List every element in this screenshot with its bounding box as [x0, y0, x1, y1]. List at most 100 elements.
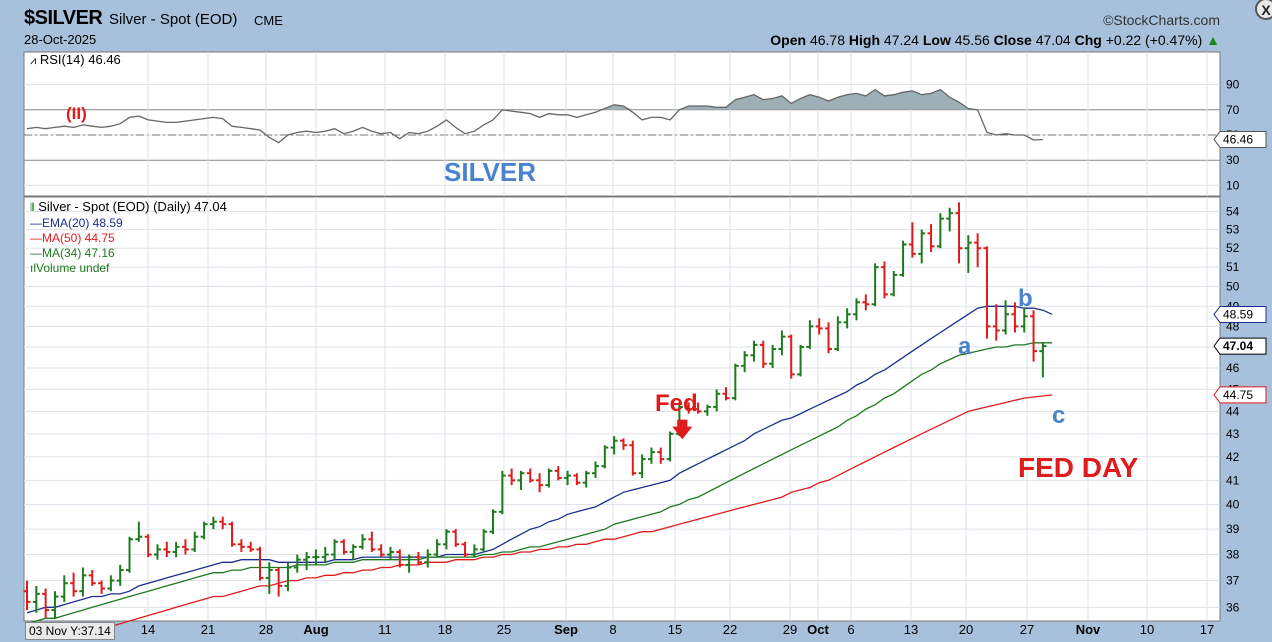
chg-label: Chg [1074, 32, 1102, 48]
ohlc-bar [843, 308, 851, 329]
ohlc-bar [349, 544, 357, 560]
ohlc-bar [489, 509, 497, 535]
ohlc-bar [377, 544, 385, 558]
ohlc-bar [601, 445, 609, 469]
ohlc-bar [526, 468, 534, 483]
ohlc-bar [666, 431, 674, 462]
x-tick-label: 10 [1140, 622, 1154, 637]
ohlc-bar [908, 222, 916, 258]
ohlc-bar [284, 562, 292, 592]
ma50-value-tag: 44.75 [1213, 386, 1267, 404]
legend-ma34: —MA(34) 47.16 [30, 246, 227, 261]
ohlc-bar [293, 554, 301, 573]
ohlc-bar [480, 529, 488, 552]
ohlc-bar [647, 447, 655, 464]
ohlc-bar [582, 470, 590, 488]
ohlc-bar [256, 546, 264, 581]
low-value: 45.56 [954, 32, 990, 48]
ohlc-bar [992, 304, 1000, 341]
ohlc-bar [787, 334, 795, 379]
x-tick-label: 11 [378, 622, 392, 637]
symbol-label: $SILVER [24, 7, 103, 29]
ohlc-bar [386, 546, 394, 560]
fed-day-annotation: FED DAY [1018, 452, 1139, 483]
silver-panel-label: SILVER [444, 157, 536, 187]
ohlc-bar [23, 580, 31, 611]
x-tick-label: 27 [1020, 622, 1034, 637]
ohlc-bar [135, 521, 143, 542]
legend-ema: —EMA(20) 48.59 [30, 216, 227, 231]
wave-a-label: a [958, 333, 972, 360]
ohlc-bar [871, 263, 879, 307]
ema-line-icon: — [30, 216, 42, 230]
instrument-name: Silver - Spot (EOD) [109, 11, 238, 28]
ohlc-bar [694, 402, 702, 414]
ohlc-bar [424, 549, 432, 568]
ema-value-tag: 48.59 [1213, 305, 1267, 323]
ohlc-bar [1002, 300, 1010, 335]
x-tick-label: 8 [609, 622, 616, 637]
ema-value-tag-box [1213, 305, 1267, 323]
ohlc-bar [731, 363, 739, 401]
ohlc-bar [750, 340, 758, 362]
x-tick-label: Aug [303, 622, 328, 637]
ohlc-bar [368, 531, 376, 552]
ohlc-bar [191, 531, 199, 552]
ohlc-bar [936, 213, 944, 249]
rsi-tick-label: 90 [1226, 78, 1240, 92]
rsi-legend-text: RSI(14) 46.46 [39, 52, 121, 67]
legend-ma50-text: MA(50) 44.75 [42, 231, 115, 245]
x-tick-label: 17 [1200, 622, 1214, 637]
ohlc-bar [116, 564, 124, 586]
rsi-legend: ⩘ RSI(14) 46.46 [30, 52, 121, 68]
chart-header: $SILVER Silver - Spot (EOD) CME 28-Oct-2… [0, 0, 1272, 52]
ohlc-bar [554, 466, 562, 481]
y-tick-label: 44 [1226, 404, 1240, 418]
ohlc-bar [918, 229, 926, 264]
ohlc-bar [181, 539, 189, 555]
ohlc-bar [452, 529, 460, 547]
ohlc-bar [545, 468, 553, 488]
y-tick-label: 53 [1226, 223, 1240, 237]
ohlc-bar [1030, 310, 1038, 362]
ohlc-bar [806, 320, 814, 350]
ohlc-bar [675, 402, 683, 437]
rsi-panel [23, 51, 1221, 197]
ohlc-bar [517, 470, 525, 490]
y-tick-label: 46 [1226, 361, 1240, 375]
ohlc-bar [461, 541, 469, 558]
y-tick-label: 38 [1226, 548, 1240, 562]
ohlc-bars-icon: ⫴ [30, 202, 35, 214]
rsi-line [26, 88, 1043, 144]
ohlc-bar [862, 294, 870, 311]
high-value: 47.24 [883, 32, 919, 48]
y-tick-label: 41 [1226, 473, 1240, 487]
ohlc-bar [228, 521, 236, 547]
close-chart-button[interactable]: X [1255, 0, 1272, 20]
ohlc-bar [974, 233, 982, 268]
ohlc-bar [70, 572, 78, 597]
ohlc-bar [237, 539, 245, 552]
ohlc-bar [955, 202, 963, 264]
legend-ema-text: EMA(20) 48.59 [42, 216, 123, 230]
ohlc-bar [759, 340, 767, 368]
ohlc-bar [153, 544, 161, 560]
ohlc-bar [825, 322, 833, 354]
ohlc-bar [964, 235, 972, 273]
ohlc-bar [508, 468, 516, 486]
x-tick-label: 22 [723, 622, 737, 637]
ohlc-bar [144, 534, 152, 558]
ohlc-bar [797, 344, 805, 377]
fed-annotation: Fed [655, 390, 698, 417]
ohlc-bar [359, 534, 367, 550]
ohlc-bar [498, 470, 506, 515]
rsi-tick-label: 30 [1226, 153, 1240, 167]
ohlc-bar [899, 240, 907, 277]
legend-volume-text: Volume undef [36, 261, 110, 275]
y-tick-label: 40 [1226, 497, 1240, 511]
x-tick-label: 21 [201, 622, 215, 637]
y-tick-label: 52 [1226, 241, 1240, 255]
ohlc-bar [592, 461, 600, 478]
y-tick-label: 43 [1226, 427, 1240, 441]
